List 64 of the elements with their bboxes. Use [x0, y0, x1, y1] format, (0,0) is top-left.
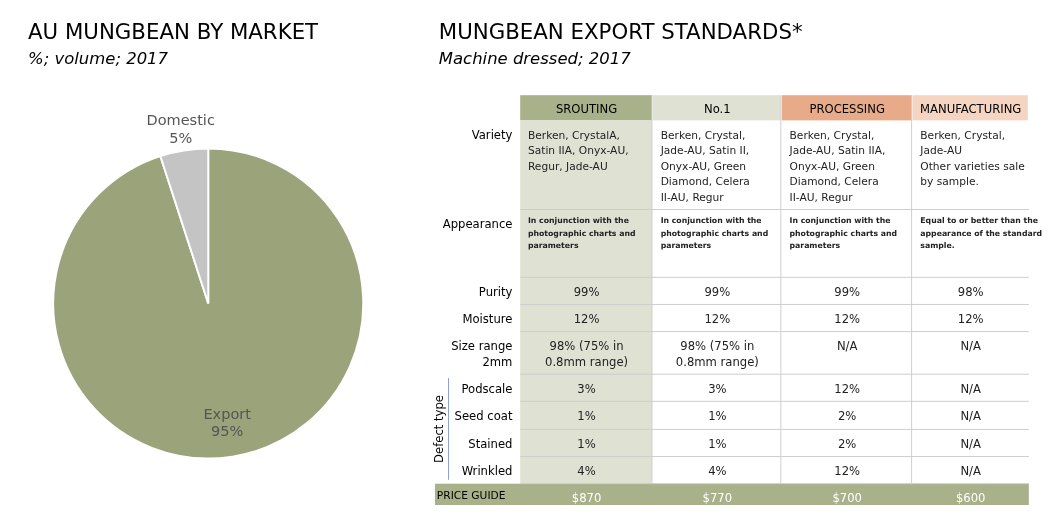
text: Defect type	[431, 395, 446, 463]
text: $770	[702, 491, 733, 506]
chart-title: AU MUNGBEAN BY MARKET	[28, 19, 320, 44]
slice-label: Domestic	[146, 112, 215, 129]
category-label: Appearance	[442, 216, 513, 231]
text: N/A	[960, 436, 981, 451]
text: N/A	[960, 338, 981, 353]
text: N/A	[960, 408, 981, 423]
category-label: Wrinkled	[461, 463, 513, 478]
text: MUNGBEAN EXPORT STANDARDS*	[438, 19, 803, 44]
category-label: PROCESSING	[809, 101, 885, 116]
text: 12%	[704, 311, 731, 326]
data-label: 5%	[169, 129, 193, 146]
text: $870	[571, 491, 602, 506]
text: 12%	[834, 311, 861, 326]
text: $700	[832, 491, 862, 506]
text: 99%	[704, 284, 731, 299]
text: Berken, Crystal, Jade-AU, Satin IIA, Onyx-AU, Green Diamond, Celera II-AU, Regur	[789, 128, 886, 204]
text: N/A	[960, 463, 981, 478]
text: In conjunction with the photographic charts and parameters	[660, 216, 769, 251]
category-label: Variety	[471, 127, 513, 142]
chart-subtitle: %; volume; 2017	[28, 49, 169, 69]
text: 1%	[577, 436, 596, 451]
text: 1%	[708, 408, 727, 423]
category-label: Size range 2mm	[451, 338, 513, 370]
text: 99%	[834, 284, 861, 299]
text: Berken, Crystal, Jade-AU, Satin II, Onyx-AU, Green Diamond, Celera II-AU, Regur	[660, 128, 750, 204]
text: Equal to or better than the appearance of the standard sample.	[920, 216, 1043, 251]
text: Machine dressed; 2017	[438, 49, 632, 69]
category-label: Stained	[468, 436, 513, 451]
text: 98% (75% in 0.8mm range)	[545, 338, 629, 370]
text: 3%	[577, 381, 596, 396]
text: In conjunction with the photographic charts and parameters	[789, 216, 898, 251]
text: 2%	[837, 436, 857, 451]
text: In conjunction with the photographic charts and parameters	[527, 216, 636, 251]
text: N/A	[960, 381, 981, 396]
category-label: Moisture	[462, 311, 513, 326]
text: $600	[955, 491, 986, 506]
category-label: Podscale	[461, 381, 513, 396]
text: 1%	[708, 436, 727, 451]
text: 4%	[708, 463, 727, 478]
text: N/A	[836, 338, 858, 353]
text: 12%	[957, 311, 984, 326]
category-label: SROUTING	[555, 101, 618, 116]
pie-slice	[52, 147, 365, 460]
text: 98% (75% in 0.8mm range)	[675, 338, 759, 370]
text: 2%	[837, 408, 857, 423]
category-label: Seed coat	[454, 408, 513, 423]
text: 12%	[834, 463, 861, 478]
text: Berken, CrystalA, Satin IIA, Onyx-AU, Regur, Jade-AU	[527, 128, 629, 173]
text: 12%	[573, 311, 600, 326]
category-label: Purity	[478, 284, 513, 299]
data-label: 95%	[211, 423, 244, 440]
text: 4%	[577, 463, 596, 478]
text: 99%	[573, 284, 600, 299]
text: 1%	[577, 408, 596, 423]
category-label: PRICE GUIDE	[436, 489, 506, 503]
slice-label: Export	[203, 406, 252, 423]
text: 12%	[834, 381, 861, 396]
text: 98%	[957, 284, 984, 299]
text: 3%	[708, 381, 727, 396]
category-label: MANUFACTURING	[920, 101, 1022, 116]
text: Berken, Crystal, Jade-AU Other varieties sale by sample.	[920, 128, 1025, 189]
category-label: No.1	[704, 101, 731, 116]
